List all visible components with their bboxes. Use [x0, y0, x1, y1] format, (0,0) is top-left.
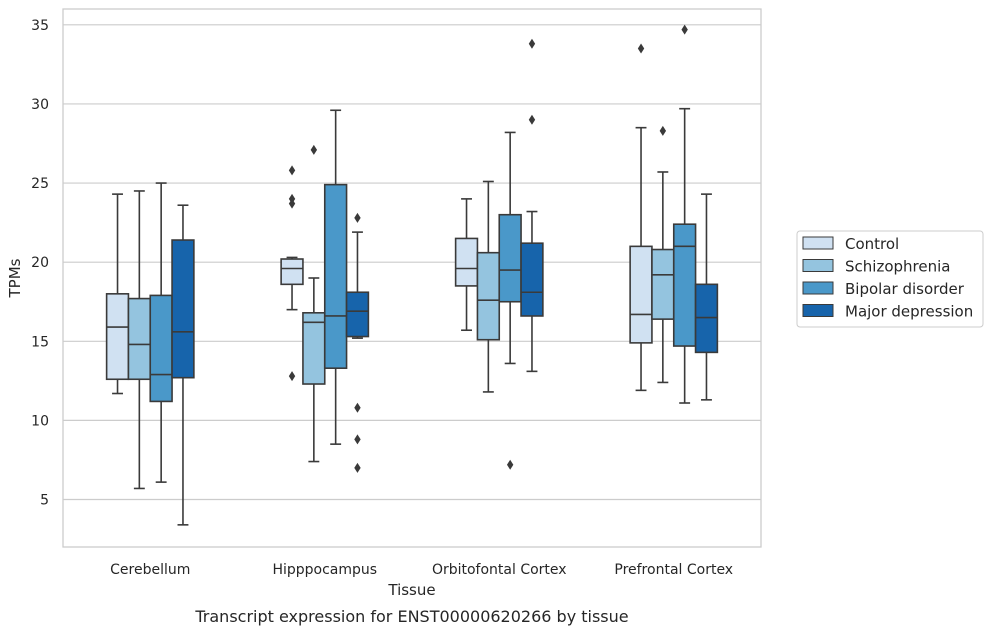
box-1-3 — [345, 212, 370, 473]
outlier-0 — [354, 212, 361, 223]
y-axis-ticks: 5 10 15 20 25 30 35 — [31, 18, 49, 509]
x-axis-ticks: Cerebellum Hipppocampus Orbitofontal Corte… — [110, 562, 733, 578]
box-iqr — [476, 251, 501, 341]
legend-frame — [796, 230, 984, 328]
box-iqr — [520, 242, 544, 317]
outlier-3 — [354, 462, 361, 473]
outlier-1 — [354, 402, 361, 413]
legend-label-2: Bipolar disorder — [845, 280, 965, 298]
y-tick-label-30: 30 — [31, 97, 49, 113]
outlier-0 — [659, 125, 667, 136]
box-2-3 — [520, 38, 544, 373]
x-axis-label: Tissue — [387, 581, 435, 599]
outlier-2 — [288, 198, 296, 209]
y-axis-label: TPMs — [6, 258, 24, 298]
y-tick-label-15: 15 — [31, 334, 49, 350]
outlier-3 — [288, 371, 296, 382]
box-3-1 — [651, 125, 675, 384]
box-iqr — [127, 297, 152, 381]
box-iqr — [149, 294, 173, 403]
box-2-2 — [498, 131, 522, 470]
x-tick-label-2: Orbitofontal Cortex — [432, 562, 567, 578]
box-1-2 — [323, 109, 348, 445]
legend-label-1: Schizophrenia — [845, 258, 950, 276]
box-iqr — [454, 237, 479, 287]
legend: Control Schizophrenia Bipolar disorder Majo… — [796, 230, 984, 328]
plot-frame — [62, 8, 762, 548]
y-tick-label-5: 5 — [40, 493, 49, 509]
y-tick-label-35: 35 — [31, 18, 49, 34]
box-iqr — [105, 293, 130, 381]
box-1-1 — [302, 144, 326, 463]
box-iqr — [323, 183, 348, 369]
box-2-0 — [454, 198, 479, 332]
outlier-0 — [506, 459, 514, 470]
outlier-0 — [310, 144, 318, 155]
box-3-3 — [694, 193, 719, 401]
box-1-0 — [280, 165, 304, 382]
legend-swatch-0 — [802, 236, 834, 250]
box-iqr — [651, 248, 675, 320]
outlier-0 — [288, 165, 296, 176]
y-tick-label-25: 25 — [31, 176, 49, 192]
outlier-2 — [354, 434, 361, 445]
x-tick-label-3: Prefrontal Cortex — [614, 562, 733, 578]
legend-label-0: Control — [845, 235, 899, 253]
box-iqr — [302, 312, 326, 385]
outlier-0 — [528, 38, 536, 49]
box-0-3 — [171, 204, 195, 526]
legend-swatch-2 — [802, 281, 834, 295]
outlier-0 — [681, 24, 688, 35]
box-3-0 — [629, 43, 653, 392]
box-iqr — [672, 223, 697, 347]
box-plots — [105, 24, 719, 526]
legend-label-3: Major depression — [845, 303, 973, 321]
legend-swatch-3 — [802, 304, 834, 317]
box-0-0 — [105, 193, 130, 395]
box-iqr — [629, 245, 653, 344]
y-tick-label-20: 20 — [31, 255, 49, 271]
x-tick-label-1: Hipppocampus — [272, 562, 377, 578]
x-tick-label-0: Cerebellum — [110, 562, 190, 578]
chart-caption: Transcript expression for ENST0000062026… — [194, 607, 628, 626]
box-iqr — [280, 258, 304, 286]
box-iqr — [345, 291, 370, 338]
box-iqr — [171, 239, 195, 379]
y-tick-label-10: 10 — [31, 413, 49, 429]
box-0-2 — [149, 182, 173, 483]
outlier-0 — [637, 43, 645, 54]
legend-swatch-1 — [802, 259, 834, 272]
box-iqr — [498, 213, 522, 303]
outlier-1 — [528, 114, 536, 125]
